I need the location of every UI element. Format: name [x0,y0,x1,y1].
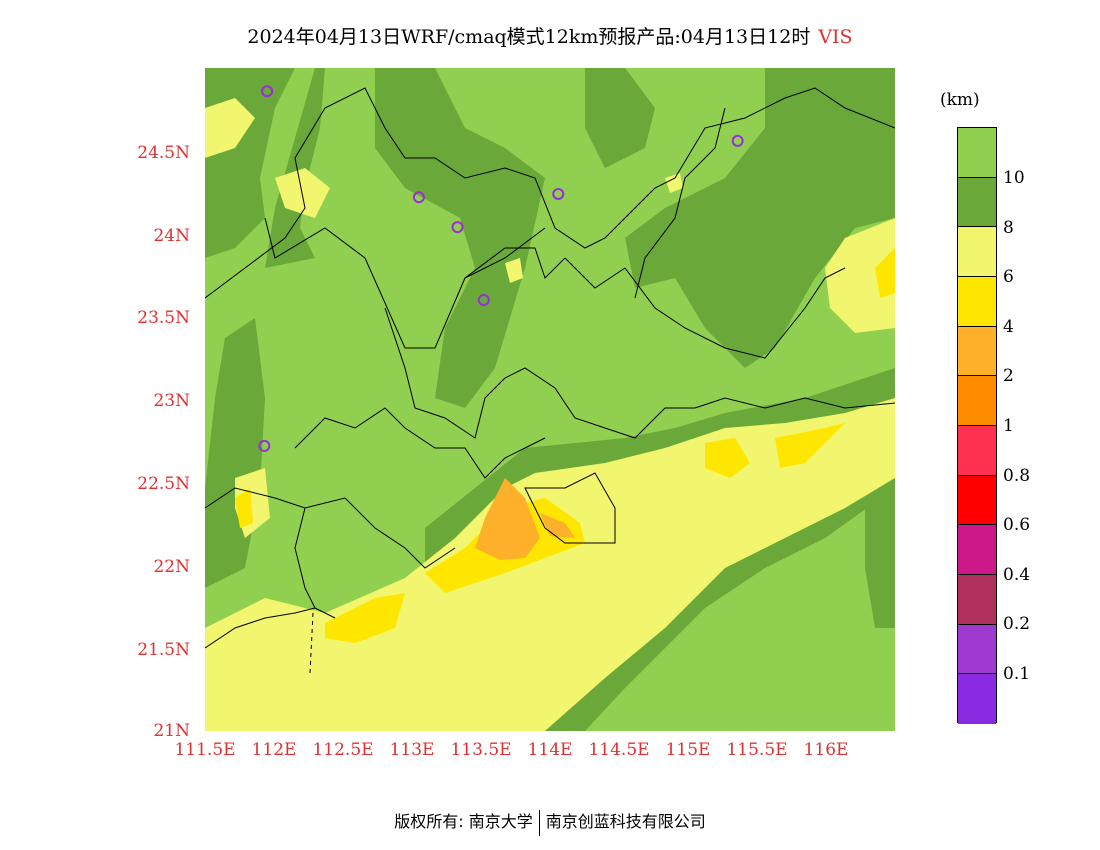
lon-label: 111.5E [174,740,236,760]
lon-label: 115E [665,740,711,760]
lat-label: 24.5N [137,143,190,163]
colorbar-label: 8 [1003,218,1014,238]
colorbar-segment [958,624,996,675]
colorbar-segment [958,276,996,327]
station-marker [412,191,425,204]
colorbar-label: 6 [1003,267,1014,287]
lat-label: 23N [153,391,190,411]
lon-label: 113.5E [450,740,512,760]
colorbar-segment [958,227,996,277]
vis-2-4-areas [475,478,575,560]
station-marker [731,134,744,147]
colorbar [957,127,997,724]
footer-right: 南京创蓝科技有限公司 [545,812,706,831]
map-canvas [204,8,896,731]
variable-label: VIS [818,26,853,48]
title-text: 2024年04月13日WRF/cmaq模式12km预报产品:04月13日12时 [247,26,811,48]
colorbar-segment [958,128,996,178]
colorbar-label: 0.8 [1003,466,1031,486]
copyright-footer: 版权所有: 南京大学 南京创蓝科技有限公司 [0,808,1100,836]
station-marker [258,439,271,452]
lat-label: 23.5N [137,308,190,328]
station-marker [477,294,490,307]
colorbar-segment [958,376,996,426]
lon-label: 114.5E [588,740,650,760]
visibility-map [204,8,896,731]
colorbar-label: 2 [1003,366,1014,386]
lat-label: 22.5N [137,474,190,494]
lon-label: 113E [389,740,435,760]
footer-left: 版权所有: 南京大学 [394,812,533,831]
colorbar-label: 0.6 [1003,515,1031,535]
colorbar-segment [958,177,996,228]
lon-label: 112.5E [312,740,374,760]
colorbar-segment [958,674,996,724]
colorbar-label: 4 [1003,317,1014,337]
lat-label: 21.5N [137,640,190,660]
colorbar-label: 0.2 [1003,614,1031,634]
dashed-boundary [309,612,314,674]
lat-label: 21N [153,721,190,741]
colorbar-segment [958,574,996,625]
map-title: 2024年04月13日WRF/cmaq模式12km预报产品:04月13日12时 V… [0,22,1100,49]
lon-label: 114E [527,740,573,760]
colorbar-label: 0.4 [1003,565,1031,585]
lon-label: 115.5E [726,740,788,760]
lat-label: 22N [153,557,190,577]
station-marker [552,187,565,200]
lon-label: 112E [251,740,297,760]
colorbar-segment [958,425,996,476]
vis-6-8-areas [205,98,895,731]
lon-label: 116E [803,740,849,760]
lat-label: 24N [153,226,190,246]
station-marker [261,85,274,98]
colorbar-segment [958,525,996,575]
footer-divider [538,809,540,836]
admin-boundaries [204,87,896,649]
colorbar-label: 10 [1003,168,1025,188]
colorbar-unit: (km) [940,90,980,110]
colorbar-segment [958,475,996,526]
station-marker [451,221,464,234]
colorbar-segment [958,326,996,377]
colorbar-label: 0.1 [1003,664,1031,684]
colorbar-label: 1 [1003,416,1014,436]
